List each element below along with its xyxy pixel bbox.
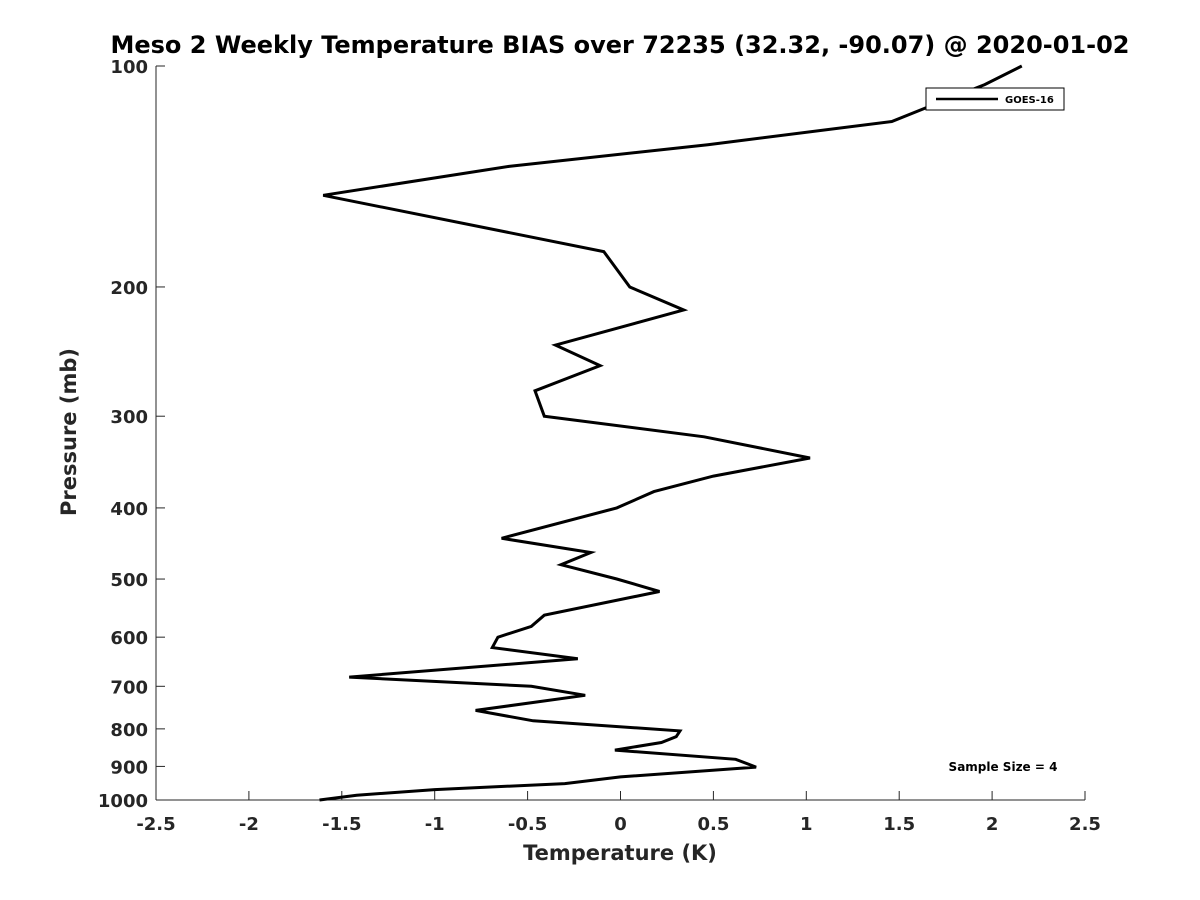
chart-title: Meso 2 Weekly Temperature BIAS over 7223…	[110, 31, 1129, 59]
x-tick-label: 0.5	[697, 814, 729, 835]
y-tick-label: 500	[110, 570, 148, 591]
sample-size-annotation: Sample Size = 4	[949, 760, 1058, 774]
x-tick-label: 0	[614, 814, 627, 835]
y-tick-label: 200	[110, 278, 148, 299]
x-tick-label: 2.5	[1069, 814, 1101, 835]
x-tick-label: -2.5	[136, 814, 175, 835]
y-tick-label: 700	[110, 677, 148, 698]
series-layer	[319, 64, 1023, 802]
x-axis-label: Temperature (K)	[523, 841, 717, 865]
x-tick-label: -2	[239, 814, 259, 835]
series-line-goes-16	[319, 64, 1023, 802]
x-tick-label: 1	[800, 814, 813, 835]
x-tick-label: -0.5	[508, 814, 547, 835]
x-tick-label: -1.5	[322, 814, 361, 835]
legend-entry-goes-16: GOES-16	[1005, 95, 1054, 106]
y-axis: 100 200 300 400 500 600 700 800 900 1000	[98, 57, 165, 812]
y-axis-label: Pressure (mb)	[57, 348, 81, 516]
x-axis: -2.5 -2 -1.5 -1 -0.5 0 0.5 1 1.5 2 2.5	[136, 791, 1101, 835]
y-tick-label: 600	[110, 628, 148, 649]
y-tick-label: 300	[110, 407, 148, 428]
y-tick-label: 1000	[98, 791, 148, 812]
x-tick-label: 2	[986, 814, 999, 835]
y-tick-label: 100	[110, 57, 148, 78]
y-tick-label: 400	[110, 499, 148, 520]
y-tick-label: 900	[110, 757, 148, 778]
x-tick-label: -1	[425, 814, 445, 835]
y-tick-label: 800	[110, 720, 148, 741]
x-tick-label: 1.5	[883, 814, 915, 835]
legend: GOES-16	[925, 87, 1065, 111]
